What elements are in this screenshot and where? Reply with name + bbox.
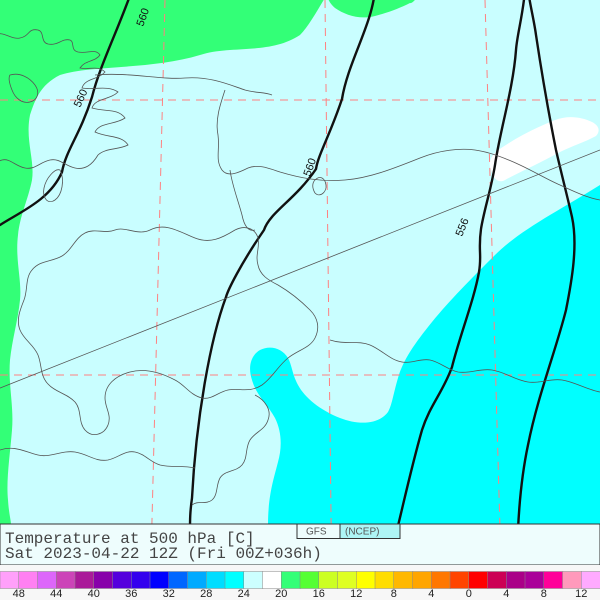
svg-text:12: 12 — [350, 588, 362, 600]
svg-text:12: 12 — [575, 588, 587, 600]
svg-text:32: 32 — [163, 588, 175, 600]
svg-text:8: 8 — [541, 588, 547, 600]
svg-text:44: 44 — [50, 588, 62, 600]
svg-text:4: 4 — [428, 588, 434, 600]
svg-text:GFS: GFS — [306, 527, 327, 538]
svg-text:Sat 2023-04-22 12Z (Fri 00Z+03: Sat 2023-04-22 12Z (Fri 00Z+036h) — [5, 545, 322, 563]
svg-text:48: 48 — [13, 588, 25, 600]
svg-text:40: 40 — [88, 588, 100, 600]
svg-text:20: 20 — [275, 588, 287, 600]
svg-text:8: 8 — [391, 588, 397, 600]
svg-text:(NCEP): (NCEP) — [345, 527, 379, 538]
svg-text:28: 28 — [200, 588, 212, 600]
svg-text:4: 4 — [503, 588, 509, 600]
svg-text:16: 16 — [313, 588, 325, 600]
svg-text:24: 24 — [238, 588, 250, 600]
svg-text:0: 0 — [466, 588, 472, 600]
svg-text:36: 36 — [125, 588, 137, 600]
